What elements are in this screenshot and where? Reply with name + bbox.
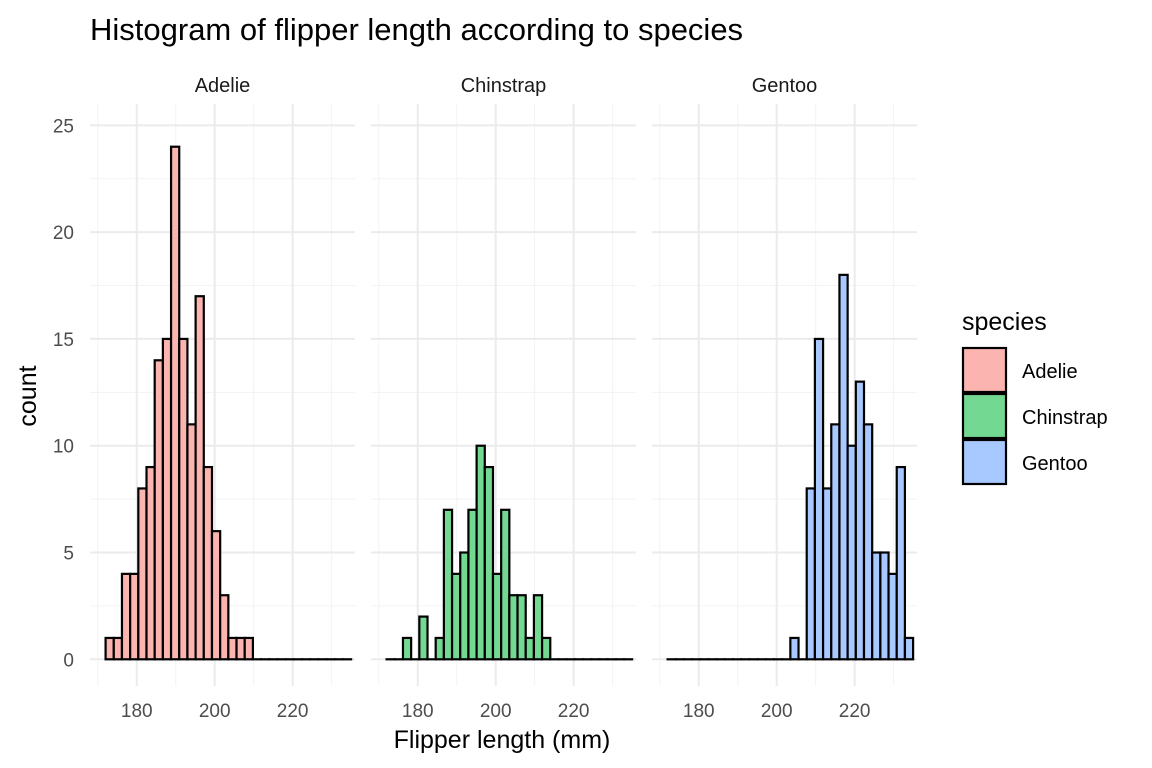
- y-tick-label: 15: [53, 330, 74, 351]
- facet-strip-label: Adelie: [195, 75, 251, 97]
- chart-title: Histogram of flipper length according to…: [90, 12, 743, 47]
- histogram-bar: [879, 551, 890, 661]
- histogram-bar: [903, 636, 915, 661]
- histogram-bar: [805, 487, 816, 661]
- histogram-bar: [210, 530, 222, 661]
- y-tick-label: 0: [63, 650, 74, 671]
- histogram-bar: [813, 337, 825, 661]
- histogram-bar: [491, 572, 503, 661]
- histogram-bar: [508, 594, 519, 661]
- x-tick-label: 220: [277, 701, 309, 722]
- x-tick-label: 200: [199, 701, 231, 722]
- histogram-bar: [838, 273, 849, 661]
- histogram-bar: [243, 636, 254, 661]
- histogram-bar: [112, 636, 124, 661]
- legend-item-gentoo: Gentoo: [961, 438, 1088, 486]
- histogram-bar: [153, 359, 164, 661]
- histogram-bar: [161, 337, 173, 661]
- facet-strip-label: Chinstrap: [461, 75, 547, 97]
- y-tick-label: 20: [53, 223, 74, 244]
- y-tick-label: 25: [53, 116, 74, 137]
- histogram-bar: [475, 444, 486, 661]
- x-tick-label: 200: [480, 701, 512, 722]
- histogram-bar: [137, 487, 148, 661]
- histogram-bar: [500, 508, 511, 661]
- x-axis-title: Flipper length (mm): [394, 726, 611, 754]
- x-tick-label: 180: [402, 701, 434, 722]
- histogram-bar: [434, 636, 445, 661]
- histogram-bar: [202, 465, 214, 661]
- histogram-bar: [442, 508, 454, 661]
- histogram-bar: [418, 615, 429, 661]
- legend: species Adelie Chinstrap Gentoo: [961, 308, 1108, 486]
- legend-label: Gentoo: [1022, 453, 1088, 475]
- histogram-bar: [467, 508, 478, 661]
- histogram-bar: [516, 594, 527, 661]
- histogram-bar: [871, 551, 882, 661]
- histogram-bar: [120, 572, 132, 661]
- histogram-bar: [235, 636, 246, 661]
- histogram-bar: [524, 636, 535, 661]
- histogram-bar: [169, 145, 181, 661]
- histogram-bar: [129, 572, 140, 661]
- histogram-bar: [854, 380, 866, 661]
- facet-panel-gentoo: Gentoo 180 200 220: [652, 75, 917, 722]
- facet-panel-chinstrap: Chinstrap 180 200 220: [371, 75, 636, 722]
- histogram-bar: [227, 636, 238, 661]
- histogram-bar: [186, 423, 197, 661]
- histogram-bar: [104, 636, 115, 661]
- legend-item-adelie: Adelie: [961, 346, 1078, 394]
- histogram-bar: [830, 423, 841, 661]
- facet-strip-label: Gentoo: [752, 75, 818, 97]
- legend-key: [961, 438, 1008, 486]
- y-axis-title: count: [14, 365, 42, 426]
- histogram-bar: [887, 572, 898, 661]
- histogram-bar: [145, 465, 156, 661]
- histogram-bar: [846, 444, 857, 661]
- legend-item-chinstrap: Chinstrap: [961, 392, 1108, 440]
- histogram-bar: [178, 337, 189, 661]
- histogram-bar: [459, 551, 470, 661]
- histogram-bar: [194, 295, 205, 661]
- histogram-bar: [821, 487, 833, 661]
- x-tick-label: 180: [683, 701, 715, 722]
- x-tick-label: 220: [558, 701, 590, 722]
- legend-label: Chinstrap: [1022, 407, 1108, 429]
- histogram-bar: [540, 636, 552, 661]
- y-tick-label: 10: [53, 437, 74, 458]
- histogram-bar: [483, 465, 495, 661]
- histogram-bar: [401, 636, 413, 661]
- y-tick-label: 5: [63, 544, 74, 565]
- legend-title: species: [962, 308, 1047, 336]
- legend-key: [961, 346, 1008, 394]
- histogram-bar: [862, 423, 874, 661]
- legend-key: [961, 392, 1008, 440]
- facet-panel-adelie: Adelie 180 200 220: [90, 75, 355, 722]
- x-tick-label: 180: [121, 701, 153, 722]
- histogram-bar: [219, 594, 230, 661]
- x-tick-label: 200: [761, 701, 793, 722]
- x-tick-label: 220: [839, 701, 871, 722]
- legend-label: Adelie: [1022, 361, 1078, 383]
- histogram-bar: [895, 465, 907, 661]
- histogram-bar: [450, 572, 462, 661]
- histogram-bar: [789, 636, 800, 661]
- histogram-bar: [532, 594, 544, 661]
